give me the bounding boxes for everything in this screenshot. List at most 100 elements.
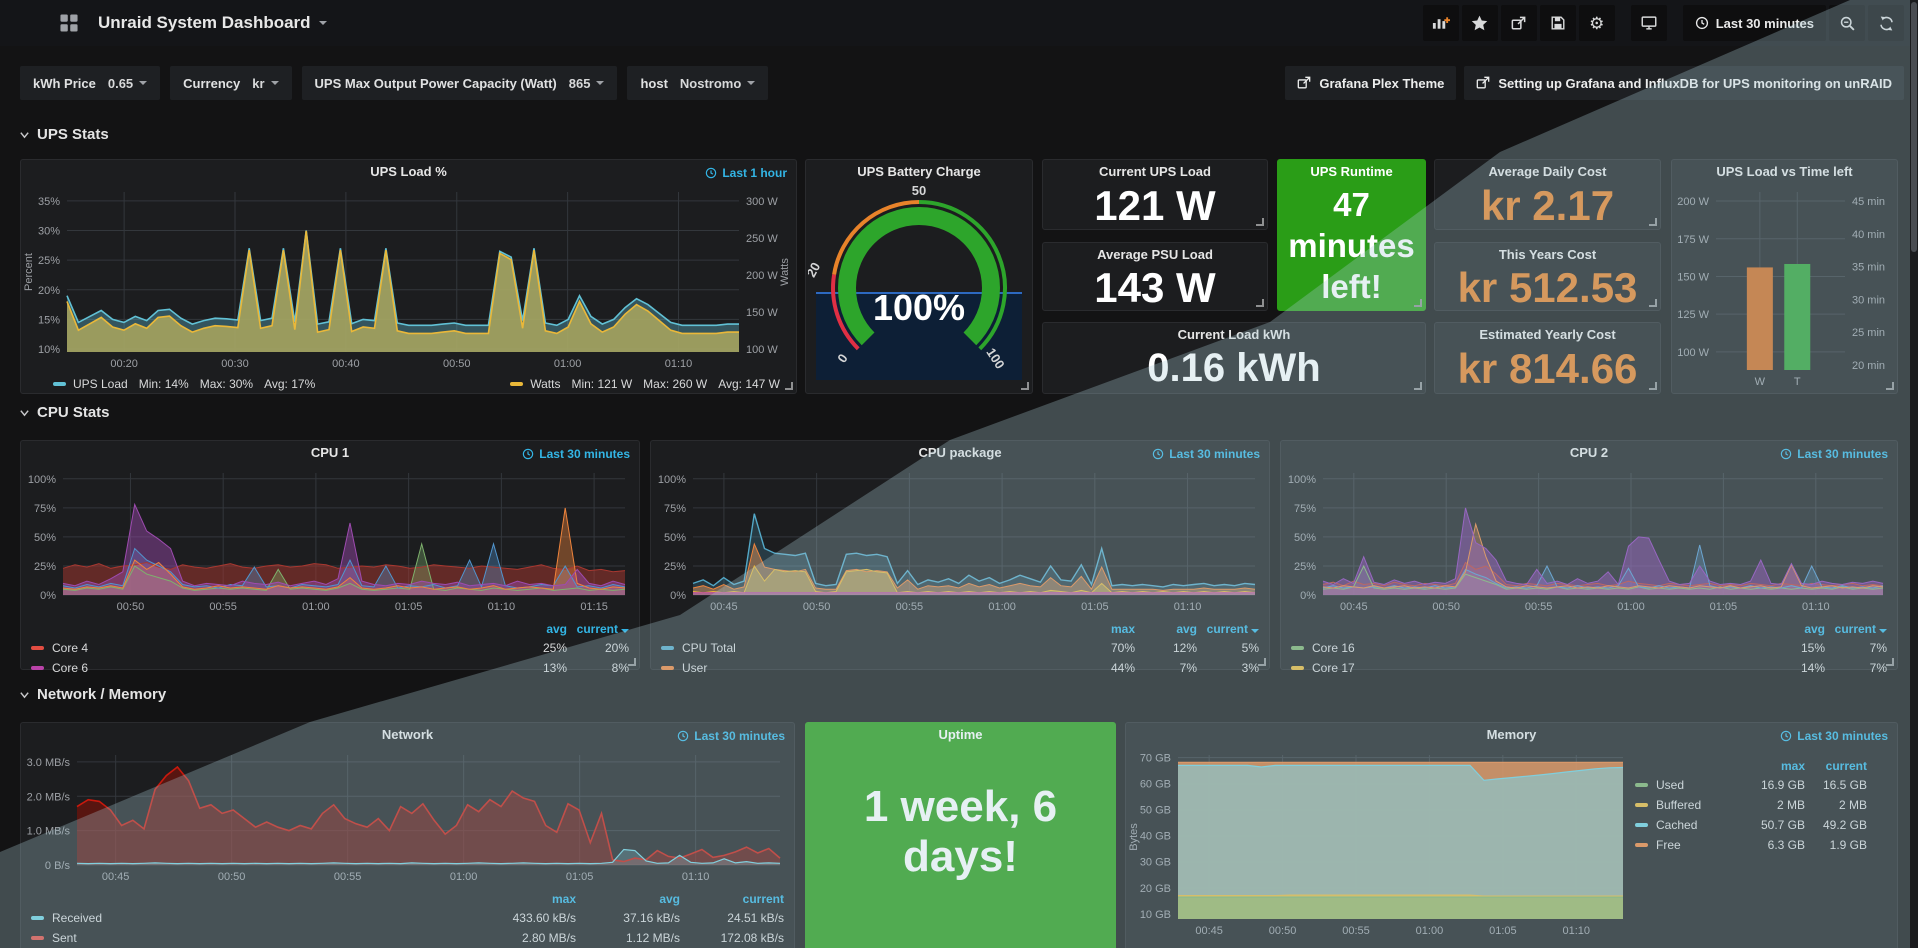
panel-title[interactable]: UPS Battery Charge: [857, 164, 981, 179]
variable-value-dropdown[interactable]: 865: [569, 76, 605, 91]
legend-header[interactable]: current: [1825, 759, 1867, 773]
refresh-button[interactable]: [1868, 5, 1904, 41]
chevron-down-icon: [596, 81, 605, 85]
legend-header[interactable]: max: [551, 892, 576, 906]
legend-color: [1291, 646, 1304, 650]
time-range-badge[interactable]: Last 30 minutes: [1152, 447, 1260, 461]
time-range-badge[interactable]: Last 30 minutes: [677, 729, 785, 743]
svg-text:00:55: 00:55: [209, 601, 237, 613]
star-button[interactable]: [1461, 5, 1498, 41]
time-range-button[interactable]: Last 30 minutes: [1682, 5, 1826, 41]
legend-series-label[interactable]: Core 4: [52, 641, 89, 655]
network-chart[interactable]: 3.0 MB/s 2.0 MB/s 1.0 MB/s 0 B/s 00:45 00:50 0…: [21, 747, 794, 890]
legend-header[interactable]: max: [1780, 759, 1805, 773]
legend-header[interactable]: current: [567, 622, 629, 636]
zoom-out-button[interactable]: [1829, 5, 1865, 41]
refresh-icon: [1879, 16, 1893, 30]
variable-host[interactable]: host Nostromo: [627, 66, 769, 100]
legend-series-label[interactable]: User: [682, 661, 708, 675]
panel-title[interactable]: CPU package: [918, 445, 1002, 460]
ups-load-vs-time-chart[interactable]: 200 W 175 W 150 W 125 W 100 W 45 min 40 min 35 …: [1672, 184, 1897, 395]
panel-title[interactable]: Network: [381, 727, 434, 742]
legend-series-label[interactable]: Core 17: [1312, 661, 1355, 675]
svg-text:01:10: 01:10: [1802, 601, 1830, 613]
cpu1-chart[interactable]: 100% 75% 50% 25% 0% 00:50 00:55 01:00 01:05 01:10…: [21, 465, 639, 620]
legend-series-label[interactable]: CPU Total: [682, 641, 736, 655]
share-button[interactable]: [1500, 5, 1537, 41]
panel-title[interactable]: CPU 1: [310, 445, 350, 460]
apps-grid-icon[interactable]: [58, 12, 80, 34]
legend-series-label[interactable]: Used: [1656, 778, 1685, 792]
legend-header[interactable]: max: [1110, 622, 1135, 636]
legend-series-label[interactable]: Buffered: [1656, 798, 1702, 812]
svg-text:70 GB: 70 GB: [1140, 753, 1171, 765]
variable-kwh-price[interactable]: kWh Price 0.65: [20, 66, 161, 100]
section-cpu-stats[interactable]: CPU Stats: [18, 404, 110, 421]
dashboard-link[interactable]: Setting up Grafana and InfluxDB for UPS …: [1464, 66, 1904, 100]
battery-gauge[interactable]: 0 20 50 100 100%: [806, 184, 1032, 390]
time-range-badge[interactable]: Last 30 minutes: [1780, 447, 1888, 461]
save-button[interactable]: [1539, 5, 1576, 41]
legend-header[interactable]: avg: [1176, 622, 1197, 636]
legend-series-label[interactable]: Free: [1656, 838, 1681, 852]
time-range-badge[interactable]: Last 30 minutes: [522, 447, 630, 461]
section-ups-stats[interactable]: UPS Stats: [18, 126, 109, 143]
variable-value-dropdown[interactable]: kr: [252, 76, 279, 91]
legend-header[interactable]: avg: [1804, 622, 1825, 636]
svg-text:3.0 MB/s: 3.0 MB/s: [27, 757, 71, 769]
variable-ups-max-output-power-capacity-watt-[interactable]: UPS Max Output Power Capacity (Watt) 865: [301, 66, 618, 100]
panel-title[interactable]: UPS Runtime: [1310, 164, 1393, 179]
view-mode-button[interactable]: [1630, 5, 1667, 41]
legend-header[interactable]: current: [1197, 622, 1259, 636]
dashboard-link[interactable]: Grafana Plex Theme: [1285, 66, 1457, 100]
panel-title[interactable]: Average PSU Load: [1097, 247, 1213, 262]
legend-item[interactable]: Watts Min: 121 W Max: 260 W Avg: 147 W: [510, 377, 780, 391]
add-panel-button[interactable]: [1422, 5, 1459, 41]
legend-header[interactable]: current: [742, 892, 784, 906]
legend-stat: Max: 260 W: [643, 377, 708, 391]
legend-header[interactable]: avg: [546, 622, 567, 636]
add-panel-icon: [1431, 15, 1451, 31]
section-network-memory[interactable]: Network / Memory: [18, 686, 166, 703]
legend-value: 1.12 MB/s: [625, 931, 680, 945]
legend-header[interactable]: avg: [659, 892, 680, 906]
dashboard-title[interactable]: Unraid System Dashboard: [98, 13, 327, 33]
legend-series-label[interactable]: Received: [52, 911, 103, 925]
legend-series-label[interactable]: Sent: [52, 931, 77, 945]
panel-title[interactable]: Estimated Yearly Cost: [1479, 327, 1616, 342]
panel-title[interactable]: Uptime: [938, 727, 983, 742]
legend-series-label[interactable]: Cached: [1656, 818, 1698, 832]
panel-title[interactable]: Memory: [1486, 727, 1537, 742]
scrollbar[interactable]: [1910, 0, 1918, 948]
panel-title[interactable]: Current Load kWh: [1177, 327, 1291, 342]
panel-title[interactable]: Average Daily Cost: [1488, 164, 1607, 179]
panel-title[interactable]: This Years Cost: [1498, 247, 1597, 262]
settings-button[interactable]: ⚙: [1578, 5, 1615, 41]
panel-title[interactable]: Current UPS Load: [1099, 164, 1211, 179]
legend-series-label[interactable]: Core 6: [52, 661, 89, 675]
legend-header[interactable]: current: [1825, 622, 1887, 636]
panel-title[interactable]: UPS Load %: [370, 164, 447, 179]
ups-load-chart[interactable]: 35% 30% 25% 20% 15% 10% 300 W 250 W 200 W 150 W 10…: [21, 184, 796, 377]
scrollbar-thumb[interactable]: [1911, 2, 1917, 252]
variable-value-dropdown[interactable]: Nostromo: [680, 76, 756, 91]
variable-value-dropdown[interactable]: 0.65: [108, 76, 148, 91]
panel-title[interactable]: CPU 2: [1569, 445, 1609, 460]
legend-series-label[interactable]: UPS Load: [73, 377, 128, 391]
legend-series-label[interactable]: Watts: [530, 377, 561, 391]
panel-network: Network Last 30 minutes 3.0 MB/s 2.0 MB/s…: [20, 722, 795, 948]
legend-series-label[interactable]: Core 16: [1312, 641, 1355, 655]
time-range-badge[interactable]: Last 30 minutes: [1780, 729, 1888, 743]
svg-text:30 GB: 30 GB: [1140, 857, 1171, 869]
panel-title[interactable]: UPS Load vs Time left: [1716, 164, 1853, 179]
cpu2-chart[interactable]: 100% 75% 50% 25% 0% 00:45 00:50 00:55 01:00 01:05…: [1281, 465, 1897, 620]
legend-stat: Avg: 147 W: [718, 377, 780, 391]
variable-label: UPS Max Output Power Capacity (Watt): [314, 75, 557, 91]
legend-item[interactable]: UPS Load Min: 14% Max: 30% Avg: 17%: [53, 377, 315, 391]
variable-currency[interactable]: Currency kr: [170, 66, 292, 100]
memory-chart[interactable]: 70 GB 60 GB 50 GB 40 GB 30 GB 20 GB 10 GB 00:45…: [1126, 747, 1631, 944]
time-range-badge[interactable]: Last 1 hour: [705, 166, 787, 180]
cpu-package-legend: max avg current CPU Total 70% 12% 5% User 44% 7% 3…: [651, 620, 1269, 678]
link-label: Setting up Grafana and InfluxDB for UPS …: [1498, 75, 1892, 91]
cpu-package-chart[interactable]: 100% 75% 50% 25% 0% 00:45 00:50 00:55 01:00 01:05…: [651, 465, 1269, 620]
